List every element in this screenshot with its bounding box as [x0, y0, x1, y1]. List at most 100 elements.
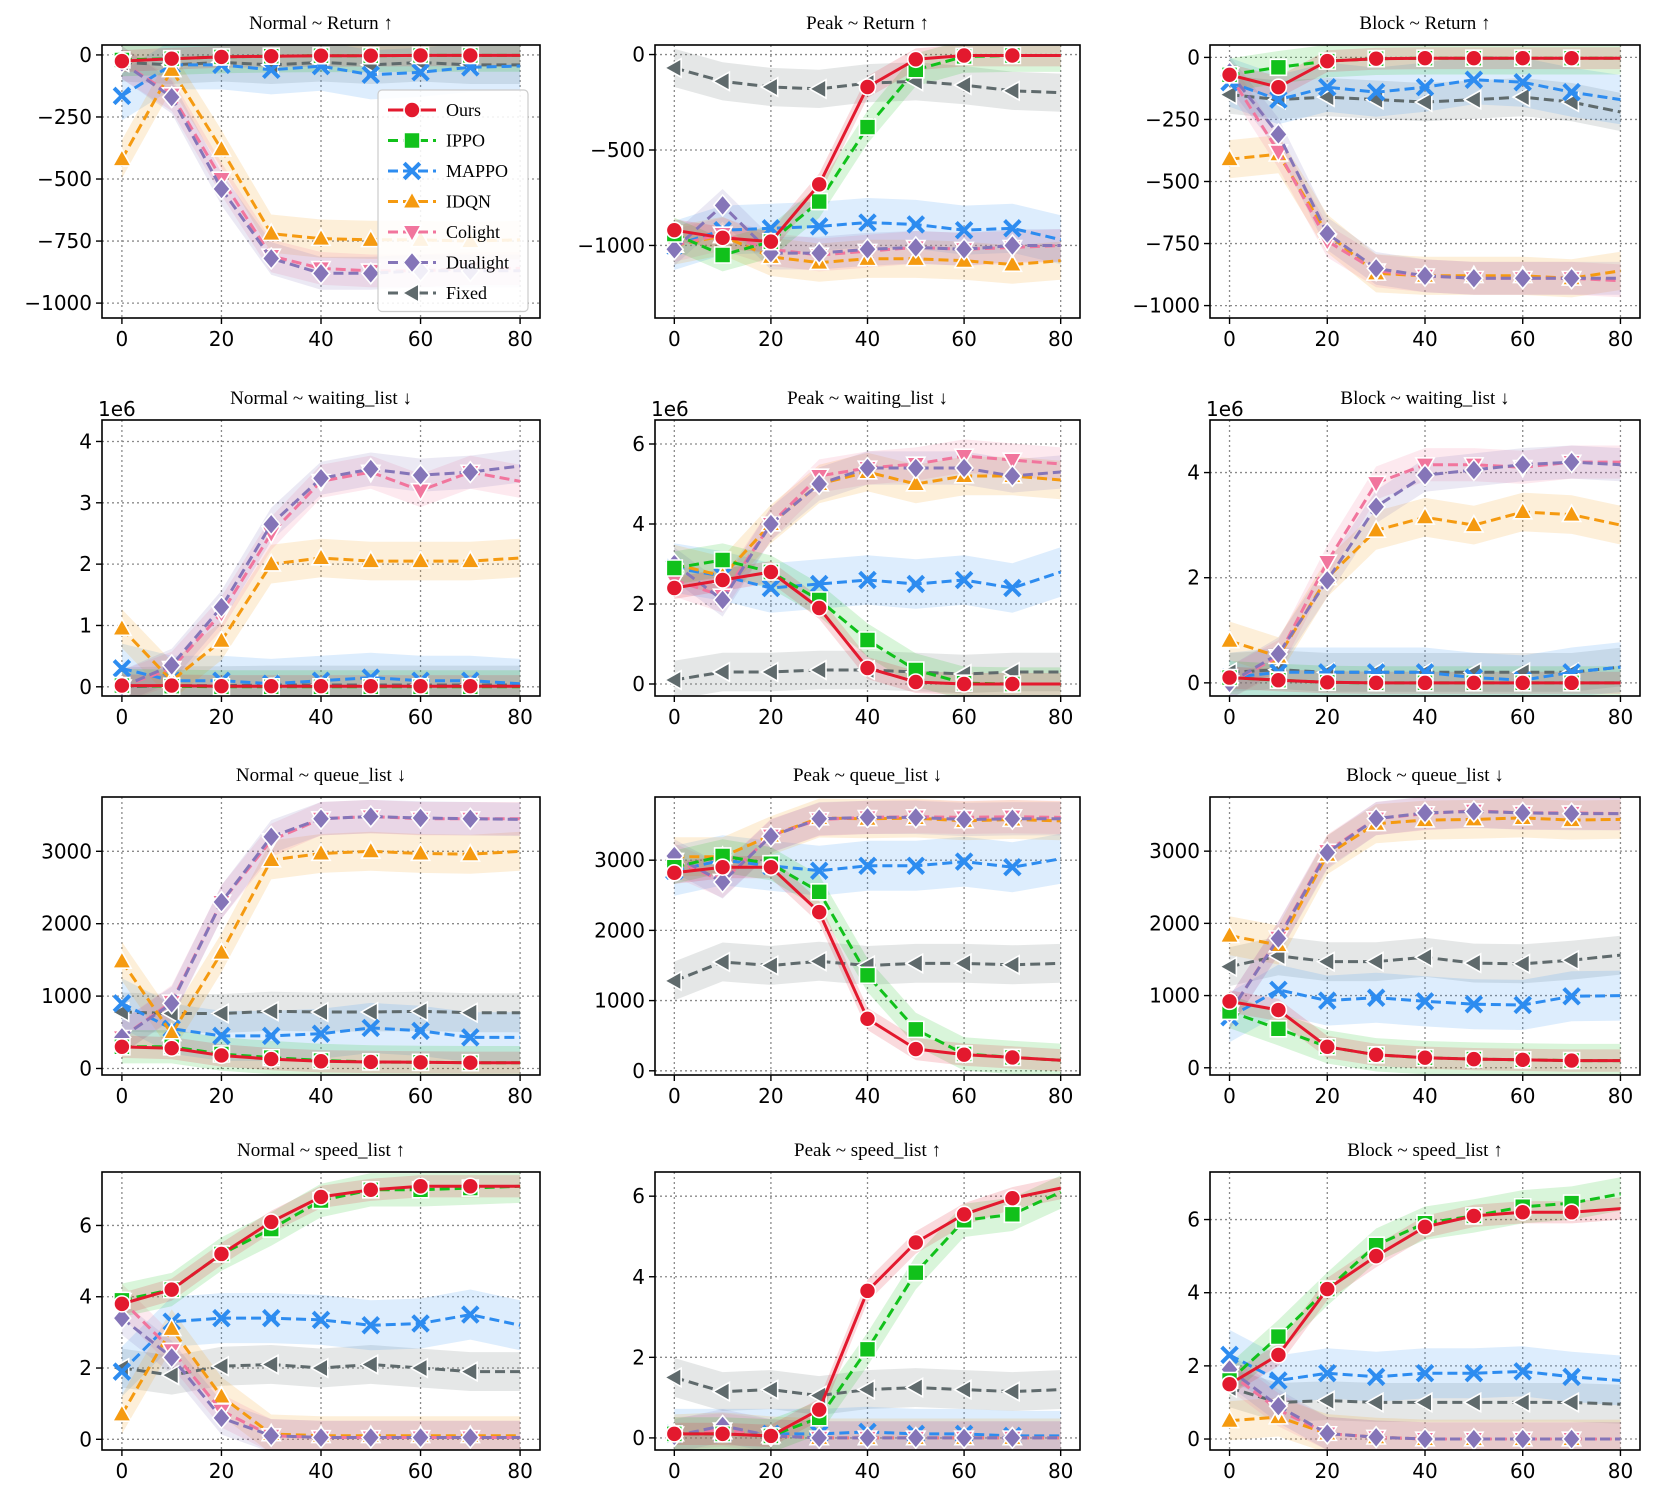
point-mappo [311, 1024, 331, 1043]
point-fixed [1511, 86, 1531, 108]
x-tick-label: 20 [1315, 1459, 1340, 1483]
point-fixed [952, 1379, 972, 1401]
legend-entry-fixed: Fixed [388, 282, 487, 304]
point-idqn [905, 472, 927, 492]
point-mappo [1269, 90, 1288, 109]
point-dualight [712, 193, 733, 218]
x-tick-label: 0 [668, 1084, 681, 1108]
plot-area [663, 45, 1062, 284]
point-ours [858, 78, 877, 96]
x-tick-label: 0 [1223, 1084, 1236, 1108]
legend-marker [401, 224, 423, 244]
point-mappo [1513, 1362, 1532, 1381]
point-ippo [810, 192, 829, 211]
point-ours [212, 1046, 231, 1065]
y-tick-label: 3000 [1149, 839, 1200, 863]
legend-marker [401, 190, 423, 210]
point-idqn [111, 147, 133, 167]
point-dualight [1366, 495, 1386, 519]
point-dualight [311, 466, 331, 490]
y-tick-label: 0 [632, 1426, 645, 1450]
y-tick-label: 4 [632, 1265, 645, 1289]
point-fixed [459, 1361, 478, 1383]
point-mappo [112, 659, 132, 678]
y-tick-label: 2 [632, 592, 645, 616]
band-ours [1229, 1197, 1621, 1396]
point-dualight [905, 235, 926, 260]
point-dualight [1464, 266, 1484, 290]
point-mappo [112, 1362, 132, 1381]
point-ours [858, 659, 877, 677]
point-dualight [857, 1426, 878, 1450]
x-tick-label: 0 [1223, 705, 1236, 729]
point-fixed [904, 1376, 924, 1399]
point-ippo [713, 551, 732, 569]
y-tick-label: 2000 [1149, 911, 1200, 935]
point-ours [1220, 668, 1239, 687]
panel-title: Normal ~ waiting_list ↓ [230, 388, 412, 409]
y-tick-label: 4 [1187, 461, 1200, 485]
x-tick-label: 0 [116, 705, 129, 729]
point-ours [713, 229, 732, 247]
point-fixed [210, 1355, 230, 1377]
point-dualight [905, 1426, 926, 1450]
panel-title: Peak ~ Return ↑ [806, 13, 929, 34]
point-mappo [461, 1305, 480, 1324]
plot-area [110, 1172, 521, 1450]
point-fixed [759, 661, 779, 683]
point-ours [1513, 1051, 1532, 1069]
band-ours [674, 856, 1061, 1072]
plot-area [1218, 1177, 1621, 1450]
point-ours [1003, 675, 1022, 693]
point-ippo [665, 559, 684, 577]
point-ours [1220, 1375, 1239, 1393]
point-ours [810, 599, 829, 617]
point-fixed [1218, 84, 1238, 106]
series-ours [1220, 992, 1621, 1070]
y-tick-label: 6 [79, 1213, 92, 1237]
series-ours [1220, 668, 1621, 692]
point-dualight [954, 1426, 974, 1450]
series-ours [665, 858, 1061, 1067]
band-ippo [674, 543, 1061, 696]
point-mappo [1366, 82, 1386, 102]
point-mappo [906, 856, 926, 876]
x-tick-label: 80 [507, 1084, 532, 1108]
point-idqn [1218, 629, 1241, 649]
legend-label: MAPPO [446, 161, 508, 181]
x-tick-label: 80 [1608, 1459, 1633, 1483]
point-idqn [111, 950, 133, 969]
series-ours [665, 1186, 1062, 1445]
point-fixed [759, 76, 779, 98]
point-dualight [1002, 1426, 1023, 1450]
point-ours [1269, 671, 1288, 690]
point-fixed [663, 1366, 682, 1389]
point-dualight [664, 237, 685, 261]
point-mappo [361, 65, 381, 85]
point-mappo [361, 1316, 381, 1335]
point-dualight [311, 1425, 331, 1450]
point-ours [1416, 674, 1434, 692]
x-tick-label: 60 [408, 705, 433, 729]
point-dualight [712, 870, 733, 894]
point-ippo [713, 246, 732, 264]
point-fixed [711, 661, 731, 683]
x-tick-label: 40 [855, 1459, 880, 1483]
x-tick-label: 60 [1510, 327, 1535, 351]
series-fixed [1218, 945, 1621, 978]
x-tick-label: 80 [1608, 705, 1633, 729]
band-idqn [121, 538, 521, 696]
point-ours [361, 1181, 380, 1199]
y-tick-label: 6 [1187, 1208, 1200, 1232]
point-idqn [1414, 506, 1436, 525]
legend: Ours IPPO MAPPO IDQN Colight Dualight Fixed [377, 89, 529, 313]
panel-title: Peak ~ waiting_list ↓ [787, 388, 948, 409]
point-ippo [858, 631, 877, 649]
series-ours [665, 563, 1061, 693]
point-dualight [360, 457, 381, 481]
point-ours [312, 1052, 330, 1071]
point-fixed [210, 1002, 230, 1025]
point-idqn [1512, 500, 1534, 520]
point-fixed [1560, 1391, 1580, 1414]
point-ours [461, 677, 480, 695]
